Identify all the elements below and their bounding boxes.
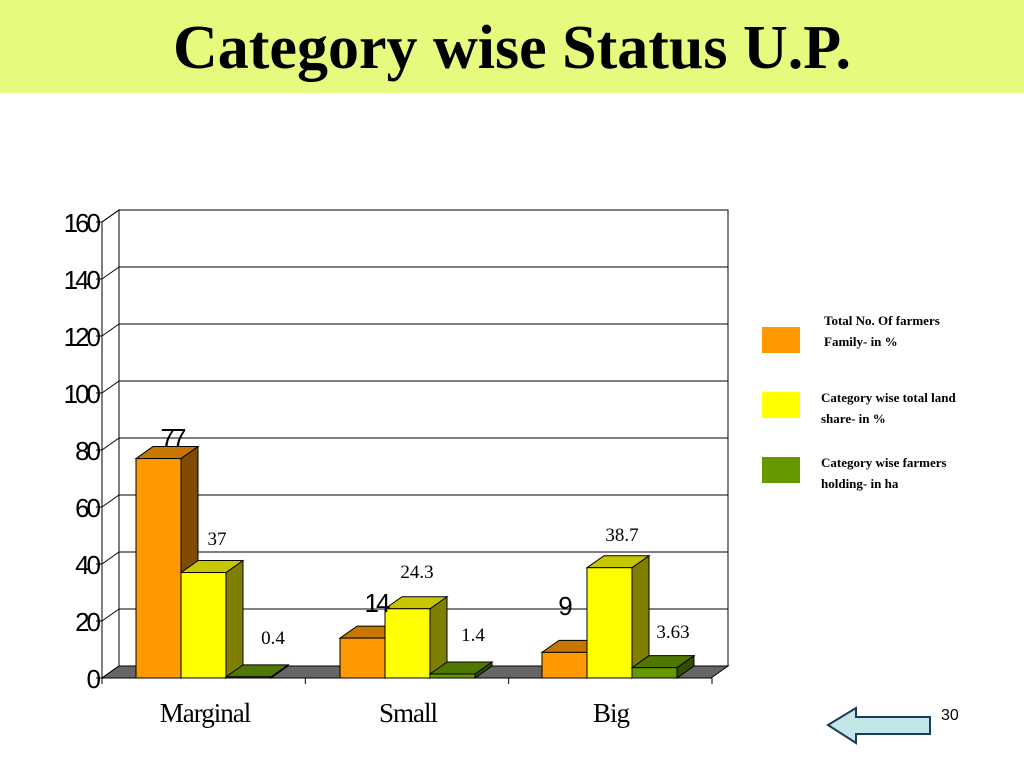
bar-big-s2 (631, 667, 678, 679)
gridline-depth (101, 437, 120, 451)
bar-side-marginal-s1 (225, 559, 244, 679)
y-tick-label: 120 (64, 322, 101, 352)
gridline-depth (101, 209, 120, 223)
bar-big-s0 (541, 651, 588, 679)
data-label: 3.63 (656, 622, 689, 643)
bar-marginal-s2 (225, 676, 272, 679)
data-label: 38.7 (605, 525, 638, 546)
bar-small-s0 (339, 637, 386, 679)
page-number: 30 (941, 707, 959, 724)
left-arrow-icon[interactable] (826, 706, 934, 746)
gridline-depth (101, 551, 120, 565)
bar-marginal-s0 (135, 458, 182, 679)
y-tick-label: 0 (87, 664, 101, 694)
gridline-depth (101, 323, 120, 337)
data-label: 0.4 (261, 628, 285, 649)
page-title: Category wise Status U.P. (173, 14, 851, 82)
y-tick-label: 140 (64, 265, 101, 295)
data-label: 77 (161, 423, 186, 453)
legend-swatch (762, 327, 800, 353)
legend-swatch (762, 392, 800, 418)
y-tick-label: 80 (75, 436, 100, 466)
bar-big-s1 (586, 567, 633, 679)
y-tick-label: 20 (75, 607, 100, 637)
gridline-depth (101, 266, 120, 280)
x-tick-label: Big (593, 698, 630, 728)
y-tick-label: 100 (64, 379, 101, 409)
data-label: 14 (365, 588, 390, 618)
bar-marginal-s1 (180, 572, 227, 679)
x-tick-label: Marginal (160, 698, 251, 728)
x-tick-label: Small (379, 698, 438, 728)
legend-label: Total No. Of farmers Family- in % (824, 313, 940, 349)
legend-swatch (762, 457, 800, 483)
data-label: 1.4 (461, 625, 485, 646)
y-tick-label: 60 (75, 493, 100, 523)
title-band (0, 0, 1024, 93)
legend-label: Category wise farmers holding- in ha (821, 455, 947, 491)
y-tick-label: 160 (64, 208, 101, 238)
data-label: 37 (208, 529, 227, 550)
gridline-depth (101, 608, 120, 622)
data-label: 24.3 (400, 562, 433, 583)
bar-small-s2 (429, 673, 476, 679)
gridline-depth (101, 494, 120, 508)
gridline-depth (101, 380, 120, 394)
legend-label: Category wise total land share- in % (821, 390, 956, 426)
y-tick-label: 40 (75, 550, 100, 580)
bar-small-s1 (384, 608, 431, 679)
